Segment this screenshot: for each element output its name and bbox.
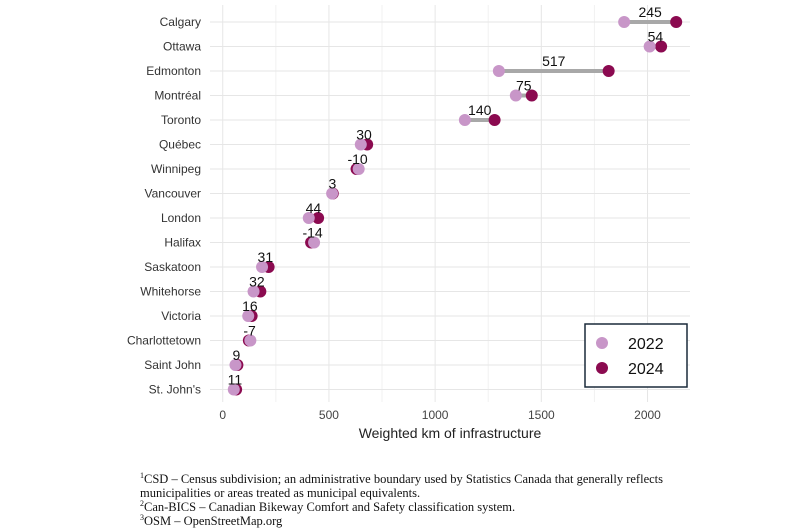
footnote-2: 2Can-BICS – Canadian Bikeway Comfort and… bbox=[140, 498, 700, 514]
legend-marker-2024 bbox=[596, 362, 608, 374]
change-label: 140 bbox=[468, 102, 492, 118]
y-tick-label: Saskatoon bbox=[144, 260, 201, 274]
x-axis-ticks: 0 500 1000 1500 2000 bbox=[219, 408, 661, 422]
change-label: 11 bbox=[228, 372, 243, 388]
change-label: 16 bbox=[242, 298, 258, 314]
change-label: -10 bbox=[347, 151, 367, 167]
point-2022 bbox=[229, 359, 242, 371]
change-label: 32 bbox=[249, 274, 265, 290]
point-2022 bbox=[458, 114, 471, 126]
footnote-text: CSD – Census subdivision; an administrat… bbox=[140, 472, 664, 500]
footnote-3: 3OSM – OpenStreetMap.org bbox=[140, 512, 700, 528]
point-2022 bbox=[618, 16, 631, 28]
x-tick-label: 0 bbox=[219, 408, 226, 422]
footnote-number: 3 bbox=[140, 512, 144, 522]
y-tick-label: Halifax bbox=[164, 236, 201, 250]
y-tick-label: Charlottetown bbox=[127, 334, 201, 348]
change-label: -14 bbox=[302, 225, 322, 241]
points bbox=[227, 16, 683, 396]
point-2022 bbox=[227, 383, 240, 396]
y-tick-label: Montréal bbox=[154, 89, 201, 103]
y-axis-labels: Calgary Ottawa Edmonton Montréal Toronto Québ… bbox=[127, 15, 201, 397]
footnote-text: OSM – OpenStreetMap.org bbox=[144, 514, 283, 528]
change-label: 3 bbox=[329, 176, 337, 192]
change-label: -7 bbox=[243, 323, 256, 339]
footnote-number: 1 bbox=[140, 470, 144, 480]
point-2024 bbox=[488, 114, 501, 126]
y-tick-label: Calgary bbox=[160, 15, 201, 29]
point-2022 bbox=[352, 163, 365, 175]
change-label: 9 bbox=[233, 347, 241, 363]
x-tick-label: 2000 bbox=[634, 408, 661, 422]
point-2024 bbox=[312, 212, 325, 224]
footnote-text: Can-BICS – Canadian Bikeway Comfort and … bbox=[144, 500, 516, 514]
y-tick-label: Edmonton bbox=[146, 64, 201, 78]
point-2024 bbox=[602, 65, 615, 77]
change-label: 30 bbox=[356, 127, 372, 143]
dumbbell-chart: 245 54 517 75 140 30 -10 3 44 -14 31 32 16 -79 11 Calg… bbox=[127, 4, 690, 441]
legend-marker-2022 bbox=[596, 337, 608, 349]
point-2024 bbox=[525, 89, 538, 102]
point-2024 bbox=[655, 40, 668, 53]
point-2022 bbox=[492, 65, 505, 77]
y-tick-label: St. John's bbox=[149, 383, 201, 397]
y-tick-label: Winnipeg bbox=[151, 162, 201, 176]
y-tick-label: Québec bbox=[159, 138, 201, 152]
x-axis-title: Weighted km of infrastructure bbox=[359, 425, 542, 441]
x-tick-label: 1000 bbox=[422, 408, 449, 422]
point-2022 bbox=[354, 138, 367, 151]
grid bbox=[210, 5, 690, 402]
point-2022 bbox=[256, 261, 269, 273]
y-tick-label: Ottawa bbox=[163, 40, 201, 54]
legend-box bbox=[584, 323, 688, 388]
point-2024 bbox=[670, 16, 683, 28]
y-tick-label: Toronto bbox=[161, 113, 201, 127]
change-label: 75 bbox=[516, 78, 532, 94]
legend: 2022 2024 bbox=[584, 323, 688, 388]
point-2022 bbox=[326, 187, 339, 200]
x-tick-label: 500 bbox=[319, 408, 339, 422]
y-tick-label: Whitehorse bbox=[140, 285, 201, 299]
x-tick-label: 1500 bbox=[528, 408, 555, 422]
footnote-1: 1CSD – Census subdivision; an administra… bbox=[140, 470, 700, 500]
footnotes: 1CSD – Census subdivision; an administra… bbox=[140, 470, 700, 528]
change-label: 54 bbox=[648, 29, 664, 45]
footnote-number: 2 bbox=[140, 498, 144, 508]
change-label: 31 bbox=[258, 249, 274, 265]
y-tick-label: Saint John bbox=[144, 358, 201, 372]
point-2022 bbox=[247, 285, 260, 298]
change-label: 245 bbox=[638, 4, 662, 20]
y-tick-label: Vancouver bbox=[145, 187, 201, 201]
point-2022 bbox=[244, 334, 257, 347]
point-2022 bbox=[509, 89, 522, 102]
y-tick-label: Victoria bbox=[161, 309, 201, 323]
change-label: 44 bbox=[306, 200, 322, 216]
y-tick-label: London bbox=[161, 211, 201, 225]
point-2022 bbox=[302, 212, 315, 224]
point-2022 bbox=[643, 40, 656, 53]
legend-label-2022: 2022 bbox=[628, 336, 664, 353]
legend-label-2024: 2024 bbox=[628, 361, 664, 378]
point-2022 bbox=[308, 236, 321, 249]
change-label: 517 bbox=[542, 53, 566, 69]
data-labels: 245 54 517 75 140 30 -10 3 44 -14 31 32 16 -79 11 bbox=[228, 4, 664, 388]
point-2022 bbox=[242, 310, 255, 322]
